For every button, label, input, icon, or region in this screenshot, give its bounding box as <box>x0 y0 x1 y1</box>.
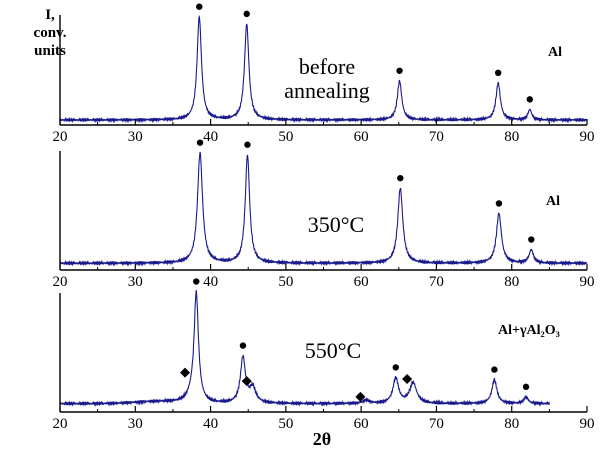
xrd-panel-350c: 350°C Al 20 30 40 50 60 70 80 90 <box>53 139 595 290</box>
panel-label-word: before <box>299 54 355 79</box>
panel-label-before-annealing: before annealing <box>284 54 370 103</box>
diffraction-line-series <box>59 14 588 124</box>
y-axis-title-line-3: units <box>34 43 66 59</box>
x-tick-label: 80 <box>504 129 519 145</box>
y-axis-title-line-1: I, <box>45 7 55 23</box>
x-tick-label: 60 <box>354 274 369 290</box>
x-tick-label: 30 <box>128 274 143 290</box>
x-tick-label: 50 <box>278 129 293 145</box>
xrd-panel-before-annealing: before annealing Al 20 30 40 50 60 70 80 90 <box>53 3 595 145</box>
x-tick-label: 80 <box>504 416 519 432</box>
al-peak-marker <box>243 10 250 18</box>
al-peak-marker <box>491 366 498 373</box>
x-tick-label: 30 <box>128 129 143 145</box>
x-tick-label: 50 <box>278 274 293 290</box>
al-peak-marker <box>196 3 203 10</box>
al-peak-marker <box>244 141 251 148</box>
x-tick-label: 40 <box>203 416 218 432</box>
x-tick-label: 90 <box>580 416 595 432</box>
x-tick-label: 60 <box>354 129 369 145</box>
al-peak-marker <box>397 174 404 182</box>
y-axis-title: I, conv. units <box>30 6 70 60</box>
panel-label-550c: 550°C <box>305 338 361 363</box>
al-peak-marker <box>196 139 204 146</box>
phase-label-panel-0: Al <box>548 45 562 60</box>
x-tick-label: 20 <box>53 274 68 290</box>
gamma-al2o3-peak-marker <box>179 367 190 378</box>
diffraction-line-series <box>59 289 550 407</box>
x-tick-label: 30 <box>128 416 143 432</box>
panel-label-word: annealing <box>284 78 370 103</box>
al-peak-marker <box>239 342 247 349</box>
xrd-panel-550c: 550°C Al+γAl₂O₃ 20 30 40 50 60 70 80 90 <box>53 278 595 432</box>
x-tick-label: 40 <box>203 274 218 290</box>
diffraction-line-series <box>59 151 588 267</box>
phase-label-panel-1: Al <box>546 194 560 209</box>
x-tick-label: 40 <box>203 129 218 145</box>
al-peak-marker <box>526 96 533 103</box>
al-peak-marker <box>522 383 530 391</box>
x-tick-label: 20 <box>53 129 68 145</box>
x-tick-label: 70 <box>429 274 444 290</box>
al-peak-marker <box>528 236 535 243</box>
al-peak-marker <box>495 200 503 207</box>
gamma-al2o3-peak-marker <box>241 376 252 387</box>
x-tick-label: 50 <box>278 416 293 432</box>
gamma-al2o3-peak-marker <box>355 391 366 402</box>
x-tick-label: 80 <box>504 274 519 290</box>
al-peak-marker <box>494 69 502 77</box>
al-peak-marker <box>396 67 403 74</box>
x-tick-label: 70 <box>429 129 444 145</box>
x-axis-title: 2θ <box>313 429 331 449</box>
al-peak-marker <box>193 278 200 285</box>
x-tick-label: 90 <box>580 274 595 290</box>
gamma-al2o3-peak-marker <box>402 373 413 384</box>
x-tick-label: 20 <box>53 416 68 432</box>
panel-label-350c: 350°C <box>308 212 364 237</box>
al-peak-marker <box>392 364 399 371</box>
x-tick-label: 70 <box>429 416 444 432</box>
y-axis-title-line-2: conv. <box>33 25 67 41</box>
x-tick-label: 90 <box>580 129 595 145</box>
phase-label-panel-2: Al+γAl₂O₃ <box>498 323 560 338</box>
x-tick-label: 60 <box>354 416 369 432</box>
